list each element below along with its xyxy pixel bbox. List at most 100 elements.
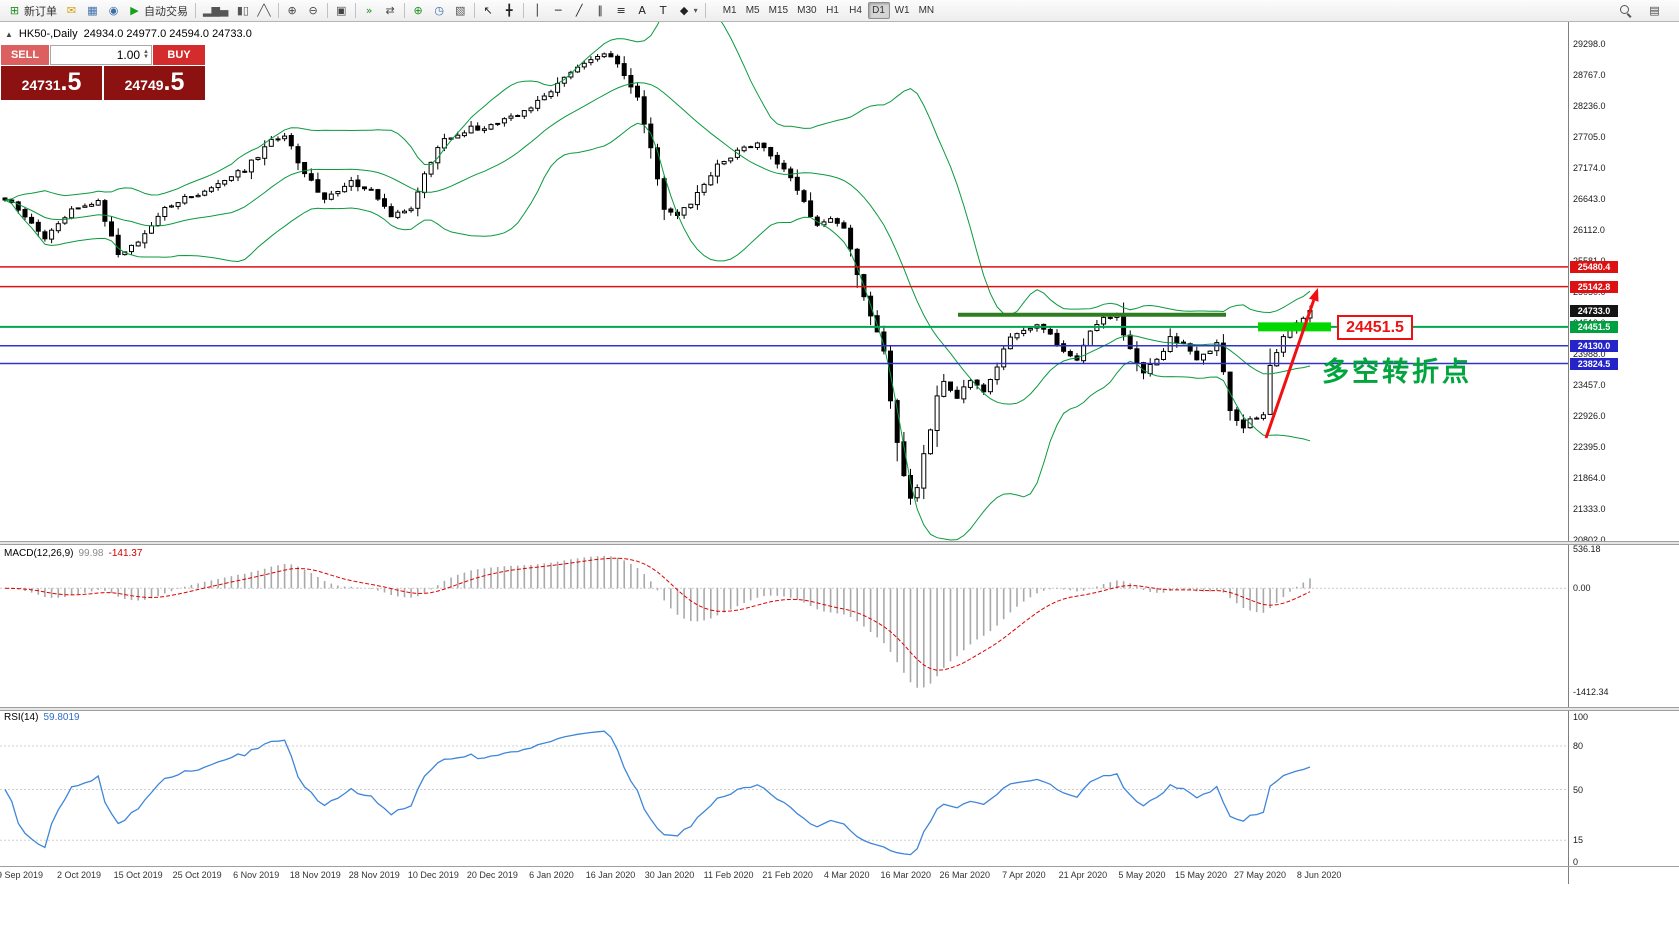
panel-divider[interactable]: [0, 707, 1679, 711]
buy-price-pip: .5: [163, 68, 185, 96]
chart-shift-button[interactable]: ⇄: [380, 2, 401, 20]
price-axis-label: 27705.0: [1573, 132, 1606, 142]
chart-area[interactable]: [0, 22, 1568, 541]
line-chart-button[interactable]: ╱╲: [253, 2, 274, 20]
toolbar-separator: [277, 3, 279, 18]
market-watch-button[interactable]: ▦: [82, 2, 103, 20]
fibonacci-button[interactable]: ≡: [611, 2, 632, 20]
fibonacci-icon: ≡: [616, 4, 626, 17]
date-label: 7 Apr 2020: [1002, 870, 1046, 880]
panel-divider[interactable]: [0, 541, 1679, 545]
volume-field[interactable]: 1.00 ▲ ▼: [50, 45, 152, 65]
auto-scroll-button[interactable]: »: [359, 2, 380, 20]
arrows-dropdown-button[interactable]: ◆ ▾: [674, 2, 702, 20]
price-axis-label: 26112.0: [1573, 225, 1605, 235]
time-axis[interactable]: 9 Sep 2019 2 Oct 2019 15 Oct 2019 25 Oct 20…: [0, 867, 1568, 884]
cursor-icon: ↖: [483, 4, 493, 17]
price-scale[interactable]: 29298.0 28767.0 28236.0 27705.0 27174.0 26643…: [1568, 22, 1679, 884]
text-button[interactable]: A: [632, 2, 653, 20]
date-label: 5 May 2020: [1118, 870, 1166, 880]
price-axis-label: 23457.0: [1573, 380, 1606, 390]
macd-signal-value: -141.37: [108, 548, 143, 559]
periods-button[interactable]: ◷: [429, 2, 450, 20]
mailbox-button[interactable]: ✉: [61, 2, 82, 20]
date-label: 6 Jan 2020: [529, 870, 574, 880]
candlestick-chart-button[interactable]: ▮▯: [232, 2, 253, 20]
vertical-line-button[interactable]: │: [527, 2, 548, 20]
autotrading-button[interactable]: ▶ 自动交易: [124, 2, 192, 20]
rsi-axis-label: 80: [1573, 741, 1584, 751]
macd-panel[interactable]: [0, 545, 1568, 707]
data-window-button[interactable]: ▤: [1644, 2, 1665, 20]
sell-price-button[interactable]: 24731 .5: [1, 66, 102, 100]
trendline-button[interactable]: ╱: [569, 2, 590, 20]
date-label: 25 Oct 2019: [172, 870, 222, 880]
buy-price-button[interactable]: 24749 .5: [104, 66, 205, 100]
toolbar: ⊞ 新订单 ✉ ▦ ◉ ▶ 自动交易 ▂▆▄ ▮▯ ╱╲ ⊕ ⊖ ▣» ⇄ ⊕ ◷ ▧ ↖ ╋ │ ─ ╱ ∥ ≡ A T ◆ ▾ M…: [0, 0, 1679, 22]
toolbar-buttons: ⊞ 新订单 ✉ ▦ ◉ ▶ 自动交易 ▂▆▄ ▮▯ ╱╲ ⊕ ⊖ ▣» ⇄ ⊕ ◷ ▧ ↖ ╋ │ ─ ╱ ∥ ≡ A T ◆ ▾: [4, 2, 709, 20]
price-tag: 24130.0: [1570, 339, 1618, 352]
buy-price: 24749: [124, 77, 164, 93]
zoom-out-icon: ⊖: [308, 4, 318, 17]
date-label: 26 Mar 2020: [939, 870, 991, 880]
date-label: 20 Dec 2019: [466, 870, 518, 880]
crosshair-button[interactable]: ╋: [499, 2, 520, 20]
price-tag: 25480.4: [1570, 260, 1618, 273]
bar-chart-button[interactable]: ▂▆▄: [199, 2, 232, 20]
timeframe-h1[interactable]: H1: [826, 5, 839, 16]
rsi-panel[interactable]: [0, 711, 1568, 866]
volume-stepper[interactable]: ▲ ▼: [143, 49, 150, 60]
tile-windows-button[interactable]: ▣: [331, 2, 352, 20]
candlestick-chart-icon: ▮▯: [236, 4, 249, 17]
zoom-out-button[interactable]: ⊖: [303, 2, 324, 20]
rsi-name: RSI(14): [4, 712, 39, 723]
macd-value: 99.98: [78, 548, 104, 559]
crosshair-icon: ╋: [505, 4, 513, 17]
macd-label: MACD(12,26,9) 99.98 -141.37: [4, 548, 142, 559]
timeframe-m5[interactable]: M5: [745, 5, 760, 16]
date-label: 15 Oct 2019: [113, 870, 163, 880]
market-watch-icon: ▦: [87, 4, 98, 17]
templates-button[interactable]: ▧: [450, 2, 471, 20]
new-order-button[interactable]: ⊞ 新订单: [4, 2, 61, 20]
sell-button[interactable]: SELL: [1, 45, 49, 65]
search-button[interactable]: [1616, 2, 1636, 20]
toolbar-separator: [354, 3, 356, 18]
macd-axis-label: -1412.34: [1573, 687, 1609, 697]
arrows-dropdown-icon: ◆: [679, 4, 689, 17]
timeframe-m30[interactable]: M30: [797, 5, 817, 16]
turning-point-label[interactable]: 多空转折点: [1322, 357, 1472, 387]
timeframe-m1[interactable]: M1: [722, 5, 737, 16]
equidistant-channel-button[interactable]: ∥: [590, 2, 611, 20]
price-annotation-box[interactable]: 24451.5: [1337, 315, 1413, 340]
date-label: 21 Feb 2020: [762, 870, 813, 880]
price-axis-label: 21333.0: [1573, 504, 1606, 514]
timeframe-h4[interactable]: H4: [849, 5, 862, 16]
buy-button[interactable]: BUY: [153, 45, 205, 65]
indicators-button[interactable]: ⊕: [408, 2, 429, 20]
timeframe-m15[interactable]: M15: [768, 5, 789, 16]
date-label: 21 Apr 2020: [1058, 870, 1108, 880]
zoom-in-button[interactable]: ⊕: [282, 2, 303, 20]
toolbar-separator: [403, 3, 405, 18]
symbol-icon: ▲: [5, 29, 13, 39]
horizontal-line-button[interactable]: ─: [548, 2, 569, 20]
cursor-button[interactable]: ↖: [478, 2, 499, 20]
date-label: 16 Jan 2020: [585, 870, 636, 880]
text-label-button[interactable]: T: [653, 2, 674, 20]
date-label: 10 Dec 2019: [407, 870, 459, 880]
new-order-icon: ⊞: [9, 4, 20, 17]
toolbar-separator: [704, 3, 706, 18]
date-label: 27 May 2020: [1234, 870, 1287, 880]
timeframe-w1[interactable]: W1: [894, 5, 910, 16]
date-label: 9 Sep 2019: [0, 870, 44, 880]
stepper-down-icon[interactable]: ▼: [143, 54, 149, 60]
info-button[interactable]: ◉: [103, 2, 124, 20]
timeframe-mn[interactable]: MN: [918, 5, 935, 16]
info-icon: ◉: [108, 4, 119, 17]
sell-price: 24731: [21, 77, 61, 93]
timeframe-d1[interactable]: D1: [867, 2, 890, 19]
zoom-in-icon: ⊕: [287, 4, 297, 17]
rsi-axis-label: 15: [1573, 835, 1584, 846]
macd-axis-label: 536.18: [1573, 544, 1601, 554]
